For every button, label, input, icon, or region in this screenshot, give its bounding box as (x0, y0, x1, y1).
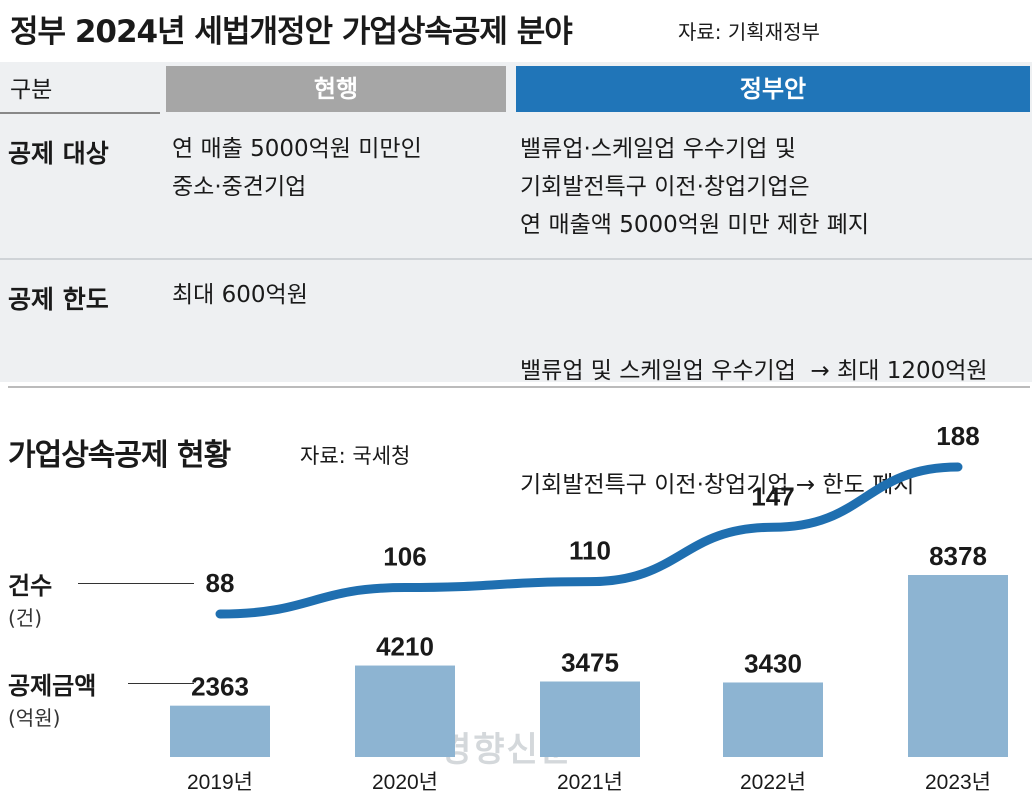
line-series-unit: (건) (8, 606, 43, 630)
x-axis-ticks: 2019년 2020년 2021년 2022년 2023년 (187, 771, 991, 794)
cell-line: 최대 600억원 (172, 282, 308, 308)
title-source: 자료: 기획재정부 (678, 20, 820, 44)
cell-current-limit: 최대 600억원 (172, 276, 308, 314)
x-tick-label: 2021년 (557, 771, 623, 794)
bar-value-label: 8378 (929, 541, 987, 571)
bar-series (170, 575, 1008, 757)
bar-4 (908, 575, 1008, 757)
column-header-government: 정부안 (516, 66, 1030, 112)
bar-leader (128, 683, 194, 684)
row-label-limit: 공제 한도 (8, 285, 109, 314)
cell-line: 중소·중견기업 (172, 174, 307, 200)
line-value-label: 188 (936, 421, 979, 451)
line-series (215, 462, 963, 619)
bar-0 (170, 705, 270, 757)
x-tick-label: 2019년 (187, 771, 253, 794)
data-labels: 2363 4210 3475 3430 8378 88 106 110 147 188 (191, 421, 987, 702)
bar-series-unit: (억원) (8, 706, 61, 730)
bar-series-label: 공제금액 (8, 672, 97, 700)
line-value-label: 88 (206, 568, 235, 598)
chart-title: 가업상속공제 현황 (8, 438, 231, 473)
bar-1 (355, 665, 455, 757)
line-value-label: 147 (751, 481, 794, 511)
bar-value-label: 3430 (744, 648, 802, 678)
line-value-label: 106 (383, 542, 426, 572)
cell-line: 연 매출 5000억원 미만인 (172, 136, 422, 162)
line-series-label: 건수 (8, 572, 53, 600)
x-tick-label: 2020년 (372, 771, 438, 794)
bar-3 (723, 682, 823, 757)
bar-value-label: 2363 (191, 672, 249, 702)
header-divider (0, 112, 160, 114)
cell-line: 밸류업·스케일업 우수기업 및 (520, 136, 796, 162)
bar-value-label: 3475 (561, 648, 619, 678)
cell-gov-limit: 밸류업 및 스케일업 우수기업 → 최대 1200억원 기회발전특구 이전·창업… (520, 276, 988, 542)
column-header-current: 현행 (166, 66, 506, 112)
line-leader (78, 583, 194, 584)
line-value-label: 110 (569, 536, 611, 566)
row-divider (0, 258, 1032, 260)
page-title: 정부 2024년 세법개정안 가업상속공제 분야 (10, 14, 573, 50)
chart-source: 자료: 국세청 (300, 444, 411, 468)
row-label-target: 공제 대상 (8, 139, 109, 168)
x-tick-label: 2022년 (740, 771, 806, 794)
bar-value-label: 4210 (376, 632, 434, 662)
bar-2 (540, 681, 640, 757)
policy-table (0, 62, 1032, 382)
x-tick-label: 2023년 (925, 771, 991, 794)
cell-line: 밸류업 및 스케일업 우수기업 → 최대 1200억원 (520, 358, 988, 384)
cell-line: 기회발전특구 이전·창업기업 → 한도 폐지 (520, 472, 915, 498)
column-header-category: 구분 (10, 77, 53, 103)
cell-current-target: 연 매출 5000억원 미만인 중소·중견기업 (172, 130, 422, 206)
section-divider (8, 386, 1030, 388)
count-line (215, 462, 963, 619)
cell-gov-target: 밸류업·스케일업 우수기업 및 기회발전특구 이전·창업기업은 연 매출액 50… (520, 130, 869, 244)
cell-line: 연 매출액 5000억원 미만 제한 폐지 (520, 212, 870, 238)
cell-line: 기회발전특구 이전·창업기업은 (520, 174, 810, 200)
